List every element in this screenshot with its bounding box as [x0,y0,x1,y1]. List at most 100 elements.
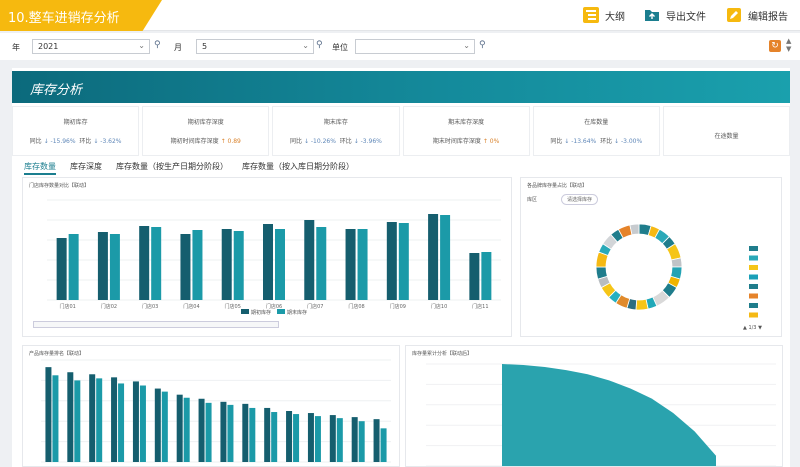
bar[interactable] [221,229,232,300]
legend-swatch [241,309,249,314]
bar[interactable] [275,229,285,300]
tab-inventory-qty[interactable]: 库存数量 [24,161,56,175]
tick-label: 门店10 [431,303,447,310]
bar[interactable] [97,232,108,300]
bar[interactable] [440,215,451,300]
kpi-mom-label: 环比 [79,138,92,145]
bar[interactable] [233,231,244,300]
kpi-row: 期初库存 同比 ↓ -15.96% 环比 ↓ -3.62% 期初库存深度 期初时… [12,106,791,156]
tab-by-inbound-date[interactable]: 库存数量（按入库日期分阶段） [242,162,354,171]
bar[interactable] [68,234,79,300]
bar[interactable] [109,234,120,300]
chart-scrollbar[interactable] [33,321,279,328]
unit-select[interactable]: ⌄ [355,39,475,54]
month-select[interactable]: 5 ⌄ [196,39,314,54]
bar[interactable] [183,397,190,462]
bar[interactable] [264,407,271,462]
bar[interactable] [180,234,191,300]
bar[interactable] [56,238,67,300]
bar[interactable] [386,222,397,300]
bar[interactable] [205,402,212,462]
bar[interactable] [336,418,343,462]
bar[interactable] [345,229,356,300]
card-title: 各品牌库存量占比【联动】 [527,183,588,189]
kpi-title: 期末库存 [323,119,348,126]
legend-page: 1/3 [748,325,757,331]
kpi-yoy-label: 同比 [550,138,563,145]
bar[interactable] [357,229,368,300]
bar[interactable] [307,413,314,462]
kpi-mom-label: 环比 [600,138,613,145]
bar[interactable] [263,224,273,300]
legend-swatch [749,284,758,289]
bar[interactable] [351,417,358,462]
bar[interactable] [45,367,52,462]
bar[interactable] [481,252,492,300]
bar[interactable] [271,412,278,462]
bar[interactable] [67,372,74,462]
bar[interactable] [111,377,118,462]
bar[interactable] [151,227,162,300]
tick-label: 门店05 [225,303,241,310]
bar[interactable] [96,378,103,462]
bar[interactable] [220,401,227,462]
year-select[interactable]: 2021 ⌄ [32,39,150,54]
refresh-icon[interactable]: ↻ [769,40,781,52]
collapse-arrows-icon[interactable]: ▲ ▼ [786,37,792,53]
bar[interactable] [89,374,96,462]
pie-slice[interactable] [635,298,649,311]
bar[interactable] [154,388,161,462]
pie-slice[interactable] [670,257,683,268]
legend-swatch [749,246,758,251]
kpi-subline: 同比 ↓ -10.26% 环比 ↓ -3.96% [273,136,398,145]
tick-label: 门店07 [307,303,323,310]
bar[interactable] [380,428,387,462]
app-title-tab: 10.整车进销存分析 [0,0,162,31]
outline-button[interactable]: 大纲 [583,7,625,23]
card-title: 库存量累计分析【联动后】 [412,351,473,357]
edit-report-label: 编辑报告 [748,11,788,23]
tab-inventory-depth[interactable]: 库存深度 [70,162,102,171]
bar[interactable] [132,381,139,462]
pie-slice[interactable] [629,223,640,236]
card-title: 产品库存量排名【联动】 [29,351,85,357]
kpi-subline: 期初时间库存深度 ↑ 0.89 [143,136,268,145]
legend-page-indicator[interactable]: ▲ 1/3 ▼ [743,325,762,331]
bar[interactable] [74,380,81,462]
bar[interactable] [242,403,249,462]
bar[interactable] [398,223,409,300]
bar[interactable] [192,230,203,300]
export-button[interactable]: 导出文件 [644,7,706,23]
bar[interactable] [286,411,293,462]
bar[interactable] [316,227,327,300]
bar[interactable] [358,421,365,462]
bar[interactable] [249,407,256,462]
bar[interactable] [198,398,205,462]
bar[interactable] [373,419,380,462]
legend-swatch [749,312,758,318]
bar[interactable] [293,414,300,462]
filter-pin-icon[interactable]: ⚲ [154,40,161,50]
bar[interactable] [139,385,146,463]
bar[interactable] [329,415,336,462]
bar[interactable] [304,220,315,300]
area-series[interactable] [502,364,716,466]
kpi-card: 期初库存 同比 ↓ -15.96% 环比 ↓ -3.62% [12,106,140,156]
kpi-title: 期末库存深度 [448,119,485,126]
filter-pin-icon[interactable]: ⚲ [316,40,323,50]
edit-icon [726,7,742,23]
bar[interactable] [52,375,59,462]
bar[interactable] [469,253,480,300]
bar[interactable] [161,391,168,462]
edit-report-button[interactable]: 编辑报告 [726,7,788,23]
filter-pin-icon[interactable]: ⚲ [479,40,486,50]
tab-by-production-date[interactable]: 库存数量（按生产日期分阶段） [116,162,228,171]
bar[interactable] [314,416,321,462]
bar[interactable] [227,404,234,462]
bar[interactable] [176,394,183,462]
bar[interactable] [139,226,150,300]
bar[interactable] [118,383,125,462]
store-bar-card: 门店库存数量对比【联动】 门店01 门店02 门店03 门店04 门店05 门店06 门店0… [22,177,512,337]
donut-filter-select[interactable]: 请选择库存 [561,194,599,205]
bar[interactable] [428,214,439,300]
